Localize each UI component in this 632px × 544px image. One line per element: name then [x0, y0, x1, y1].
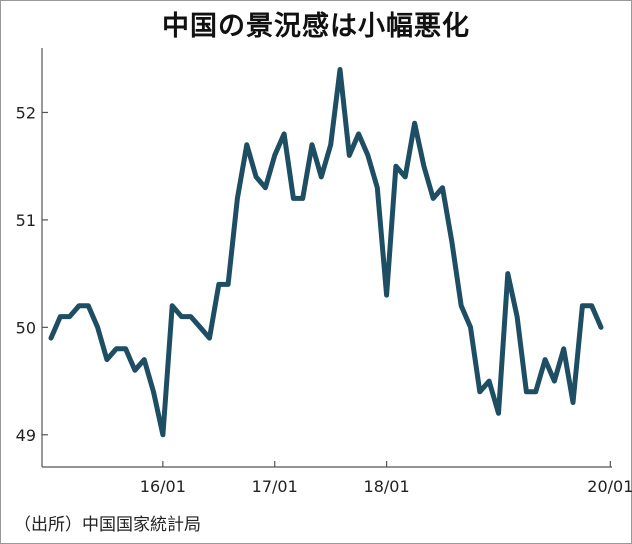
y-tick-label: 51 — [16, 211, 36, 230]
y-tick-label: 49 — [16, 426, 36, 445]
y-axis-ticks: 49 50 51 52 — [16, 103, 48, 445]
chart-title: 中国の景況感は小幅悪化 — [162, 11, 470, 42]
y-tick-label: 52 — [16, 103, 36, 122]
x-tick-label: 20/01 — [587, 477, 632, 496]
series-group — [48, 67, 604, 438]
x-axis-ticks: 16/01 17/01 18/01 20/01 — [140, 461, 632, 496]
x-tick-label: 18/01 — [364, 477, 410, 496]
y-tick-label: 50 — [16, 318, 36, 337]
x-tick-label: 16/01 — [140, 477, 186, 496]
source-note: （出所）中国国家統計局 — [14, 515, 201, 535]
x-tick-label: 17/01 — [252, 477, 298, 496]
axes — [41, 48, 612, 468]
series-line — [48, 67, 604, 438]
